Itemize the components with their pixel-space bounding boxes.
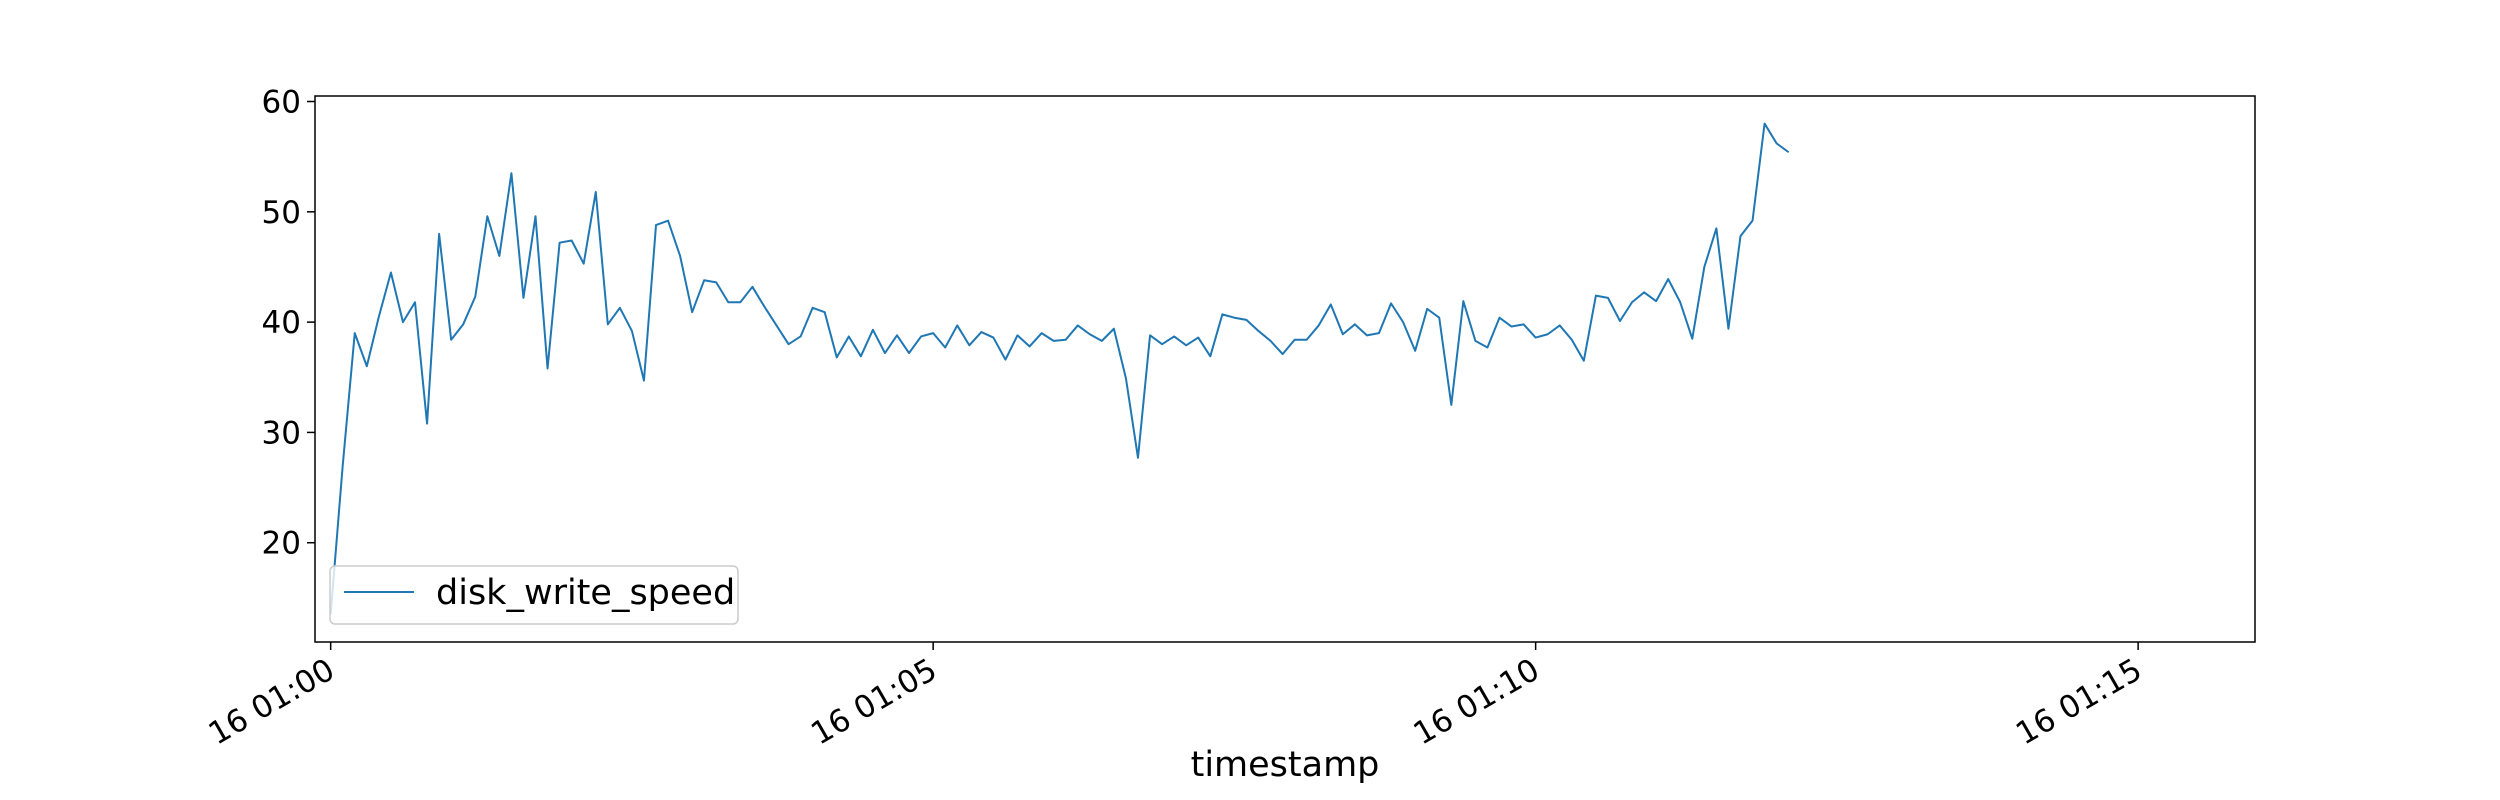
y-tick-label: 50 [262, 195, 301, 231]
y-tick-label: 30 [262, 415, 301, 451]
x-axis: 16 01:00 16 01:05 16 01:10 16 01:15 [203, 642, 2148, 752]
x-tick-label: 16 01:10 [1408, 652, 1546, 752]
x-tick-label: 16 01:00 [203, 652, 341, 752]
series-line-disk_write_speed [329, 122, 1790, 615]
legend: disk_write_speed [329, 565, 739, 625]
x-tick-label: 16 01:15 [2010, 652, 2148, 752]
series-layer [329, 122, 1790, 615]
x-tick-label: 16 01:05 [805, 652, 943, 752]
y-axis: 20 30 40 50 60 [262, 85, 315, 562]
y-tick-label: 20 [262, 526, 301, 562]
legend-label: disk_write_speed [436, 573, 735, 613]
y-tick-label: 60 [262, 85, 301, 121]
x-axis-title: timestamp [1191, 745, 1380, 785]
y-tick-label: 40 [262, 305, 301, 341]
plot-area-frame [314, 95, 2256, 643]
legend-box [329, 565, 739, 625]
